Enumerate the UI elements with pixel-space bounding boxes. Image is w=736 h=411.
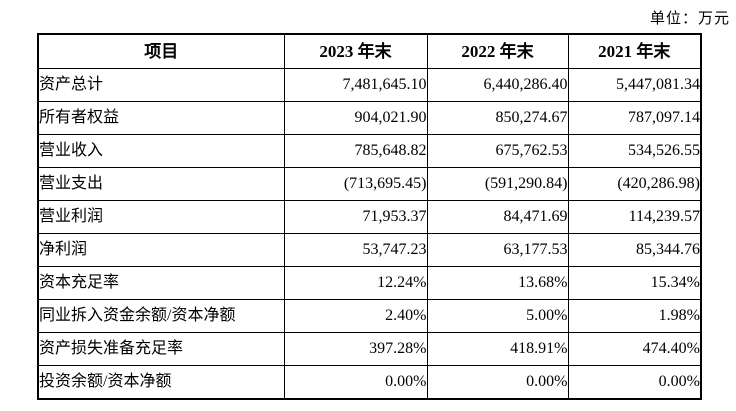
row-value: 15.34% [567,266,702,300]
table-header-row: 项目 2023 年末 2022 年末 2021 年末 [37,33,702,69]
table-row: 投资余额/资本净额 0.00% 0.00% 0.00% [37,365,702,400]
table-row: 资产损失准备充足率 397.28% 418.91% 474.40% [37,332,702,366]
row-value: 53,747.23 [283,233,428,267]
table-row: 资本充足率 12.24% 13.68% 15.34% [37,266,702,300]
table-row: 同业拆入资金余额/资本净额 2.40% 5.00% 1.98% [37,299,702,333]
table-row: 所有者权益 904,021.90 850,274.67 787,097.14 [37,101,702,135]
row-value: 114,239.57 [567,200,702,234]
row-label: 资本充足率 [37,266,285,300]
table-row: 营业收入 785,648.82 675,762.53 534,526.55 [37,134,702,168]
row-value: 7,481,645.10 [283,68,428,102]
row-value: 0.00% [567,365,702,400]
table-row: 营业支出 (713,695.45) (591,290.84) (420,286.… [37,167,702,201]
row-value: 12.24% [283,266,428,300]
row-value: 63,177.53 [426,233,569,267]
row-value: 0.00% [426,365,569,400]
row-value: 5.00% [426,299,569,333]
row-value: 84,471.69 [426,200,569,234]
row-label: 同业拆入资金余额/资本净额 [37,299,285,333]
row-label: 营业支出 [37,167,285,201]
row-value: 1.98% [567,299,702,333]
row-value: 0.00% [283,365,428,400]
row-value: 397.28% [283,332,428,366]
table-row: 净利润 53,747.23 63,177.53 85,344.76 [37,233,702,267]
row-value: 787,097.14 [567,101,702,135]
table-row: 营业利润 71,953.37 84,471.69 114,239.57 [37,200,702,234]
row-value: 850,274.67 [426,101,569,135]
row-value: 785,648.82 [283,134,428,168]
unit-label: 单位：万元 [649,11,730,27]
row-label: 投资余额/资本净额 [37,365,285,400]
row-value: 675,762.53 [426,134,569,168]
row-value: 6,440,286.40 [426,68,569,102]
row-label: 营业利润 [37,200,285,234]
row-label: 营业收入 [37,134,285,168]
row-label: 资产损失准备充足率 [37,332,285,366]
header-item: 项目 [37,33,285,69]
row-value: 534,526.55 [567,134,702,168]
header-2022: 2022 年末 [426,33,569,69]
row-value: 418.91% [426,332,569,366]
row-value: 904,021.90 [283,101,428,135]
row-value: 2.40% [283,299,428,333]
row-value: 85,344.76 [567,233,702,267]
row-value: (591,290.84) [426,167,569,201]
row-value: (420,286.98) [567,167,702,201]
row-label: 净利润 [37,233,285,267]
row-label: 资产总计 [37,68,285,102]
row-value: 474.40% [567,332,702,366]
row-value: 5,447,081.34 [567,68,702,102]
header-2021: 2021 年末 [567,33,702,69]
row-label: 所有者权益 [37,101,285,135]
header-2023: 2023 年末 [283,33,428,69]
row-value: (713,695.45) [283,167,428,201]
table-row: 资产总计 7,481,645.10 6,440,286.40 5,447,081… [37,68,702,102]
row-value: 13.68% [426,266,569,300]
row-value: 71,953.37 [283,200,428,234]
financial-summary-table: 项目 2023 年末 2022 年末 2021 年末 资产总计 7,481,64… [37,33,702,400]
